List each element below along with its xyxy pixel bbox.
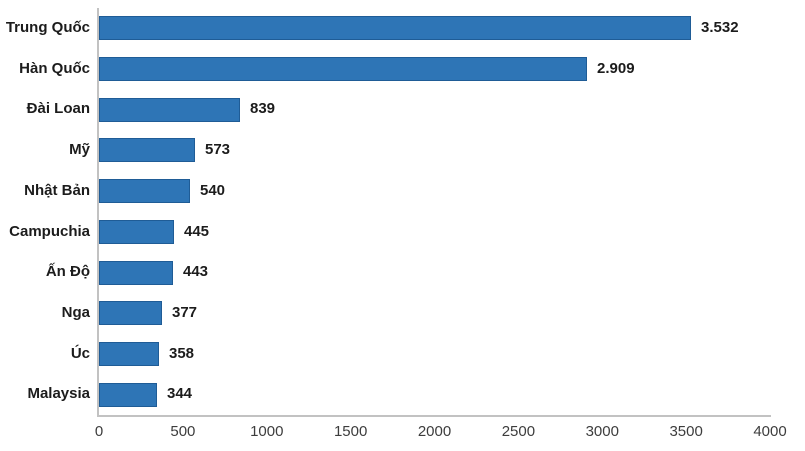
y-axis-line [97,8,99,415]
value-label: 3.532 [701,19,739,36]
category-label: Nhật Bản [24,181,90,199]
category-label: Đài Loan [26,100,90,118]
x-tick-label: 1000 [250,423,284,440]
bar [99,301,162,326]
bar [99,138,195,163]
bar [99,16,691,41]
category-label: Ấn Độ [45,263,90,281]
category-label: Trung Quốc [5,19,90,36]
x-axis-line [97,415,771,417]
x-tick-label: 0 [94,423,104,440]
value-label: 573 [205,141,231,159]
category-label: Malaysia [27,385,90,403]
bar [99,382,157,407]
x-tick-label: 2500 [501,423,536,440]
value-label: 540 [200,181,226,199]
value-label: 2.909 [597,59,635,77]
x-tick-label: 3000 [585,423,619,440]
value-label: 443 [183,263,209,281]
category-label: Úc [70,344,90,362]
value-label: 445 [184,222,210,240]
x-tick-label: 500 [170,423,196,440]
bar [99,57,587,82]
x-tick-label: 1500 [333,423,368,440]
category-label: Hàn Quốc [19,59,90,77]
bar [99,260,173,285]
bar [99,219,174,244]
bar [99,179,190,204]
value-label: 358 [169,344,195,362]
category-label: Mỹ [69,141,90,159]
value-label: 839 [250,100,276,118]
x-tick-label: 3500 [669,423,703,440]
category-label: Campuchia [9,222,90,240]
bar [99,341,159,366]
bar [99,97,240,122]
x-tick-label: 2000 [417,423,452,440]
category-label: Nga [61,303,90,321]
x-tick-label: 4000 [753,423,787,440]
value-label: 377 [172,303,198,321]
value-label: 344 [167,385,193,403]
